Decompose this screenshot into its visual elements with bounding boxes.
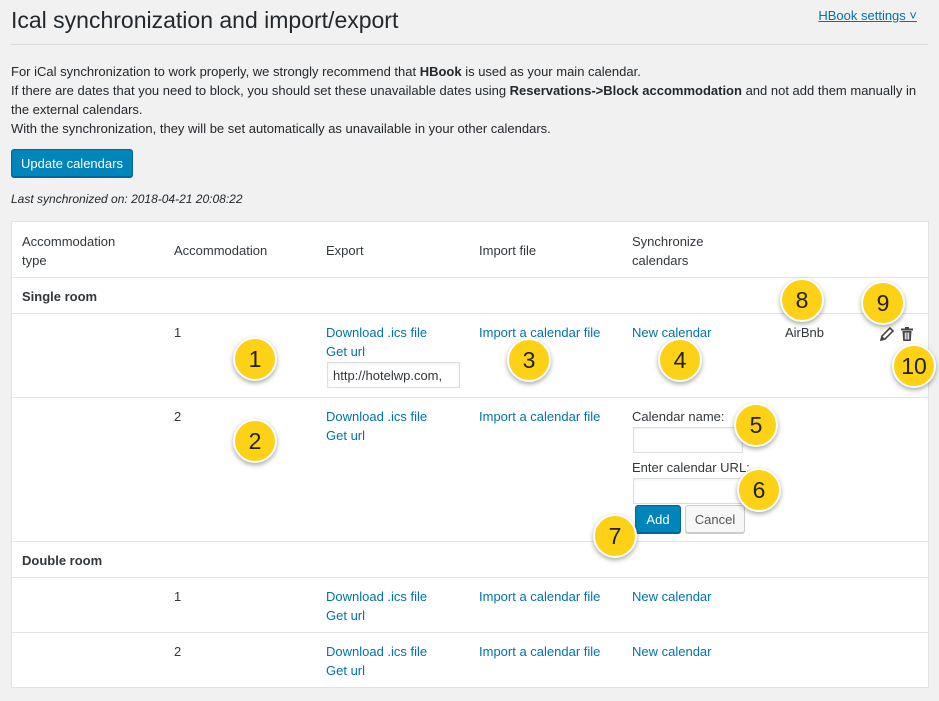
callout-badge: 4 [658, 338, 702, 382]
callout-badge: 6 [737, 468, 781, 512]
download-ics-link[interactable]: Download .ics file [326, 644, 428, 659]
callout-badge: 5 [734, 403, 778, 447]
import-calendar-file-link[interactable]: Import a calendar file [479, 644, 601, 659]
ical-table: Accommodation type Accommodation Export … [11, 221, 929, 688]
callout-badge: 7 [593, 514, 637, 558]
callout-badge: 2 [233, 419, 277, 463]
import-calendar-file-link[interactable]: Import a calendar file [479, 325, 601, 340]
callout-badge: 10 [892, 344, 936, 388]
group-label: Single room [22, 289, 98, 304]
accommodation-number: 1 [174, 325, 182, 340]
download-ics-link[interactable]: Download .ics file [326, 409, 428, 424]
new-calendar-link[interactable]: New calendar [632, 589, 712, 604]
get-url-link[interactable]: Get url [326, 663, 366, 678]
get-url-link[interactable]: Get url [326, 428, 366, 443]
header-accommodation-type: Accommodation type [22, 234, 116, 268]
hbook-settings-link[interactable]: HBook settings ˅ [818, 8, 917, 23]
header-synchronize-calendars: Synchronize calendars [632, 234, 704, 268]
intro-line-2: If there are dates that you need to bloc… [11, 83, 917, 117]
update-calendars-button[interactable]: Update calendars [11, 149, 133, 177]
get-url-link[interactable]: Get url [326, 608, 366, 623]
table-row: 2 Download .ics file Get url Import a ca… [12, 398, 928, 542]
synced-calendar-name: AirBnb [785, 325, 825, 340]
table-row: 1 Download .ics file Get url Import a ca… [12, 578, 928, 633]
header-export: Export [326, 243, 364, 258]
trash-icon[interactable] [899, 326, 915, 342]
table-row: 2 Download .ics file Get url Import a ca… [12, 633, 928, 688]
intro-line-1: For iCal synchronization to work properl… [11, 64, 641, 79]
accommodation-number: 2 [174, 409, 182, 424]
cancel-button[interactable]: Cancel [685, 505, 745, 533]
calendar-name-label: Calendar name: [632, 409, 725, 424]
accommodation-number: 1 [174, 589, 182, 604]
callout-badge: 1 [233, 337, 277, 381]
calendar-url-label: Enter calendar URL: [632, 460, 750, 475]
get-url-link[interactable]: Get url [326, 344, 366, 359]
pencil-icon[interactable] [879, 326, 895, 342]
group-label: Double room [22, 553, 103, 568]
accommodation-number: 2 [174, 644, 182, 659]
calendar-url-input[interactable] [633, 478, 743, 504]
callout-badge: 8 [780, 278, 824, 322]
callout-badge: 9 [861, 281, 905, 325]
calendar-name-input[interactable] [633, 427, 743, 453]
table-row: 1 Download .ics file Get url Import a ca… [12, 314, 928, 398]
new-calendar-link[interactable]: New calendar [632, 644, 712, 659]
callout-badge: 3 [507, 338, 551, 382]
new-calendar-link[interactable]: New calendar [632, 325, 712, 340]
header-import-file: Import file [479, 243, 537, 258]
download-ics-link[interactable]: Download .ics file [326, 589, 428, 604]
title-divider [11, 44, 928, 45]
download-ics-link[interactable]: Download .ics file [326, 325, 428, 340]
last-synchronized-text: Last synchronized on: 2018-04-21 20:08:2… [11, 192, 243, 206]
table-header-row: Accommodation type Accommodation Export … [12, 222, 928, 278]
intro-line-3: With the synchronization, they will be s… [11, 121, 551, 136]
add-calendar-button[interactable]: Add [635, 505, 681, 533]
group-row-double-room: Double room [12, 542, 928, 578]
header-accommodation: Accommodation [174, 243, 268, 258]
import-calendar-file-link[interactable]: Import a calendar file [479, 589, 601, 604]
intro-text: For iCal synchronization to work properl… [11, 62, 929, 138]
import-calendar-file-link[interactable]: Import a calendar file [479, 409, 601, 424]
page-title: Ical synchronization and import/export [11, 7, 399, 33]
export-url-field[interactable] [327, 362, 460, 388]
group-row-single-room: Single room [12, 278, 928, 314]
